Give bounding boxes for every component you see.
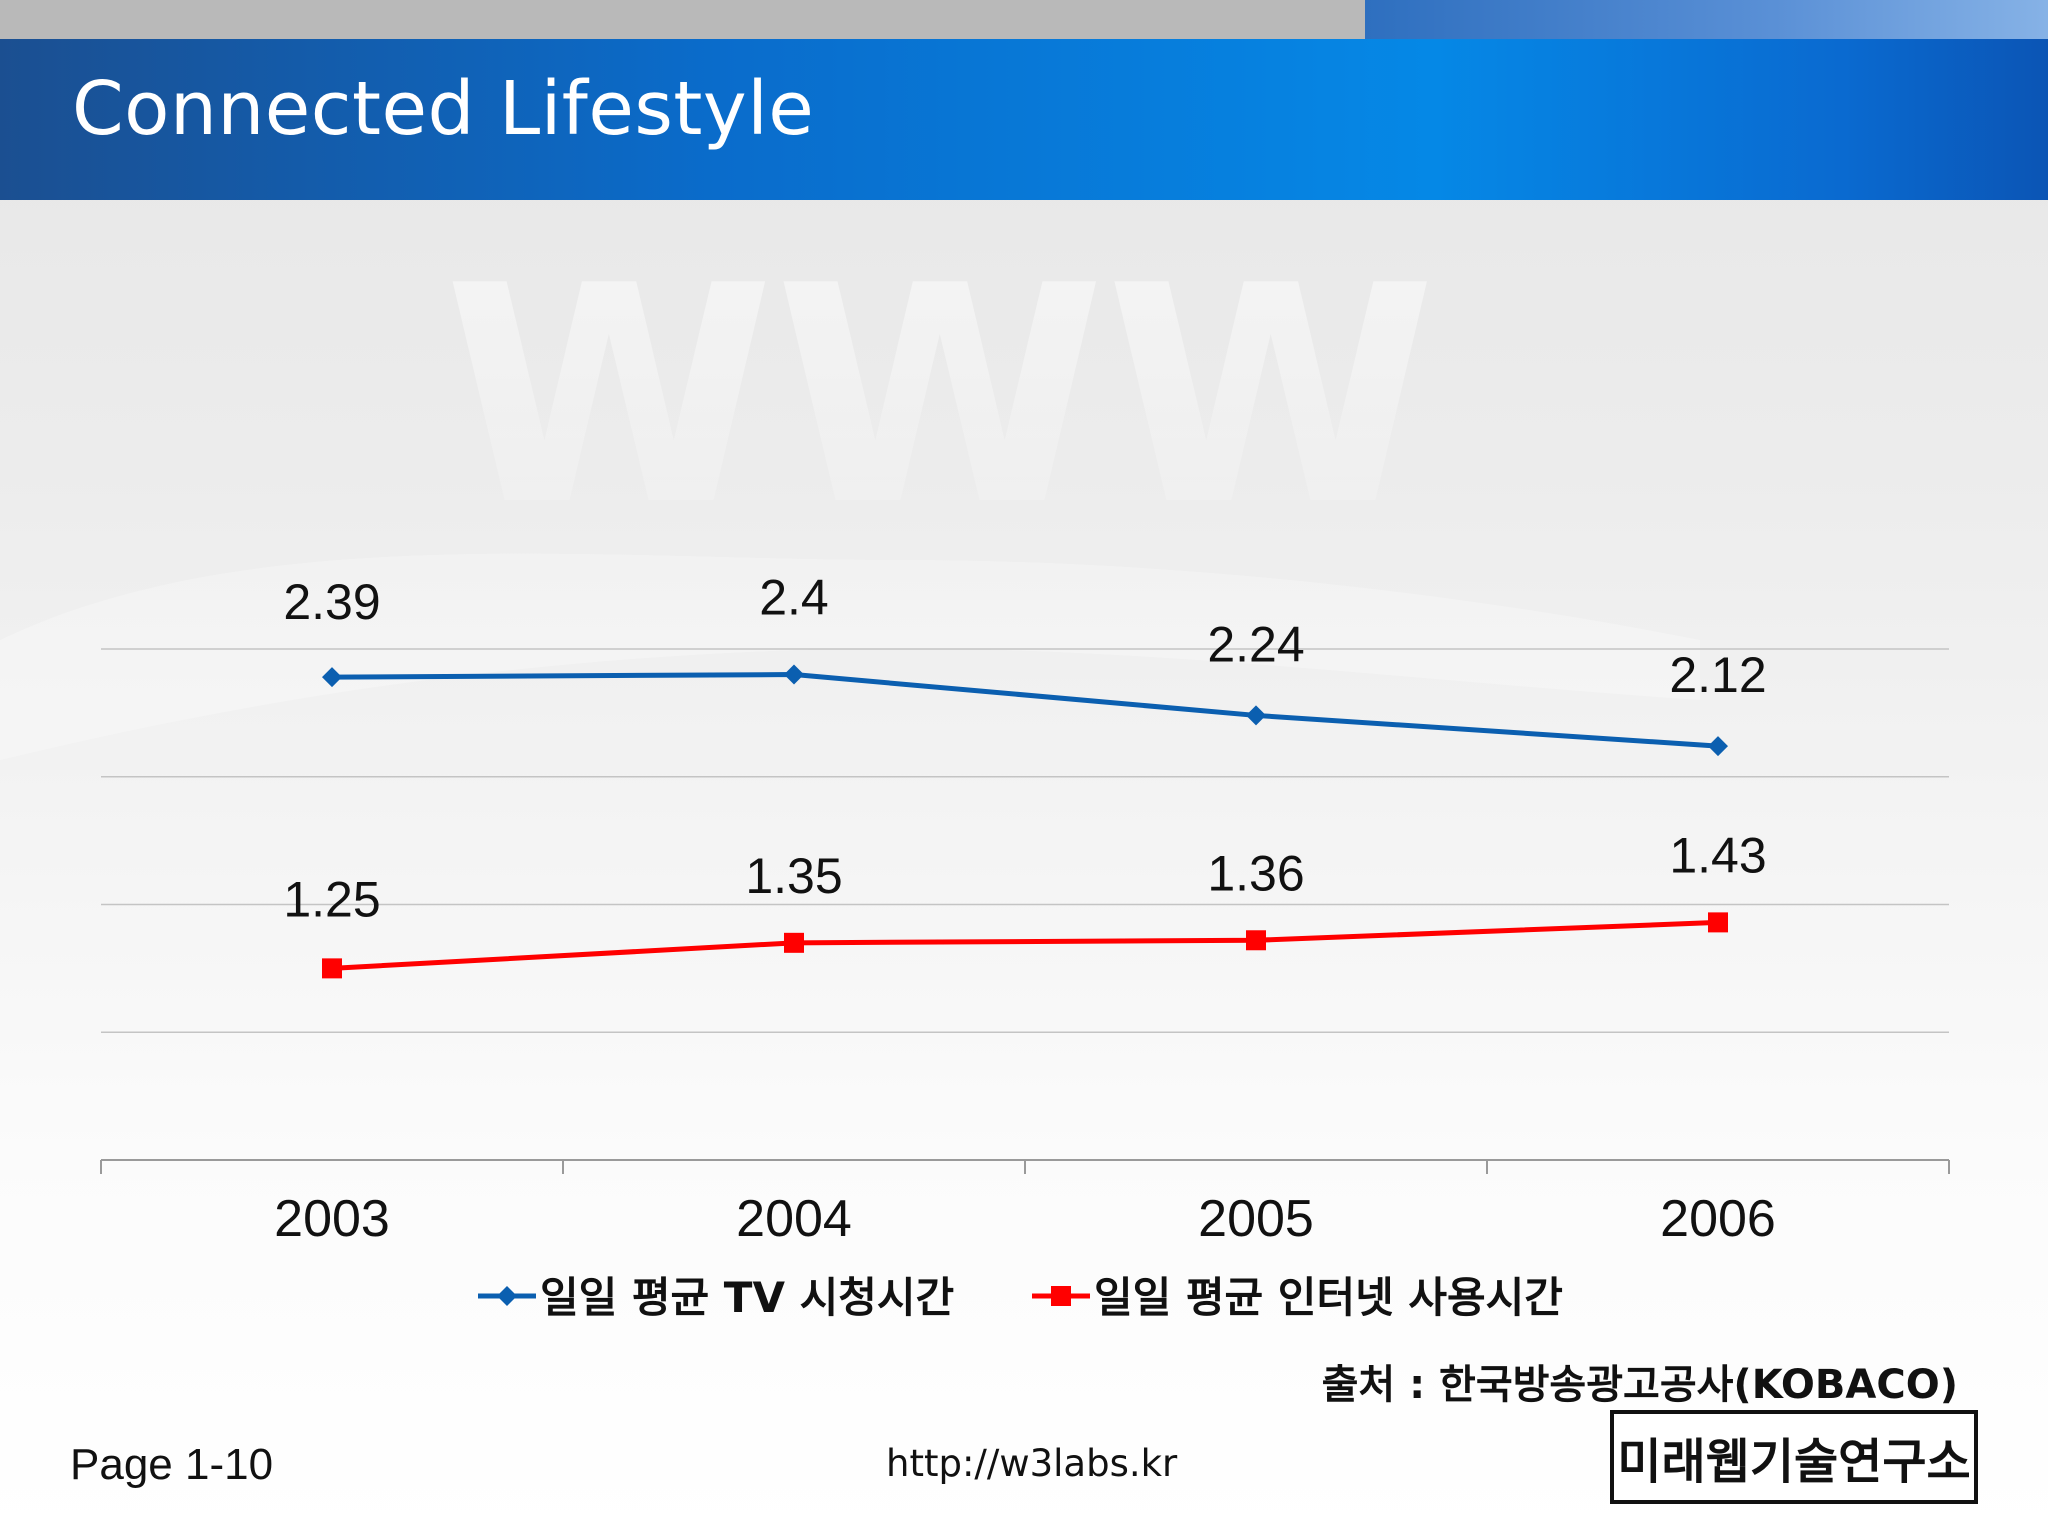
- page-title: Connected Lifestyle: [72, 66, 815, 152]
- svg-text:WWW: WWW: [444, 222, 1437, 571]
- data-label: 2.39: [283, 574, 380, 630]
- x-tick-label: 2003: [274, 1190, 390, 1248]
- data-point-marker: [1246, 930, 1266, 951]
- legend-marker-diamond: [497, 1286, 517, 1306]
- series-line: [331, 672, 1719, 749]
- data-label: 2.4: [759, 570, 829, 626]
- data-label: 1.25: [283, 871, 380, 927]
- footer-url-link[interactable]: http://w3labs.kr: [886, 1442, 1178, 1485]
- top-decor-strip-gray: [0, 0, 1365, 39]
- data-point-marker: [1246, 705, 1266, 726]
- series-line: [331, 919, 1719, 971]
- source-note: 출처 : 한국방송광고공사(KOBACO): [1321, 1362, 1958, 1408]
- data-label: 1.36: [1207, 845, 1304, 901]
- legend-marker-square: [1051, 1286, 1071, 1306]
- title-bar: [0, 39, 2048, 200]
- data-label: 2.24: [1207, 616, 1304, 672]
- x-tick-label: 2005: [1198, 1190, 1314, 1248]
- legend-label: 일일 평균 인터넷 사용시간: [1094, 1273, 1563, 1322]
- data-point-marker: [1708, 912, 1728, 933]
- data-label: 2.12: [1669, 647, 1766, 703]
- x-tick-label: 2006: [1660, 1190, 1776, 1248]
- top-decor-strip-blue: [1365, 0, 2048, 39]
- organization-logo: 미래웹기술연구소: [1610, 1410, 1978, 1504]
- data-point-marker: [1708, 736, 1728, 757]
- data-point-marker: [784, 664, 804, 685]
- page-number: Page 1-10: [70, 1440, 274, 1489]
- legend-label: 일일 평균 TV 시청시간: [540, 1273, 954, 1322]
- www-watermark: WWW: [0, 222, 1700, 760]
- data-point-marker: [784, 932, 804, 953]
- data-label: 1.35: [745, 848, 842, 904]
- data-point-marker: [322, 667, 342, 688]
- data-label: 1.43: [1669, 827, 1766, 883]
- data-point-marker: [322, 958, 342, 979]
- x-tick-label: 2004: [736, 1190, 852, 1248]
